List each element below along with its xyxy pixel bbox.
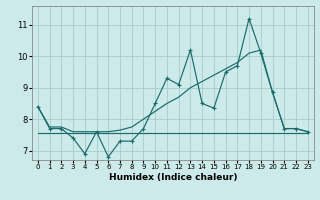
X-axis label: Humidex (Indice chaleur): Humidex (Indice chaleur)	[108, 173, 237, 182]
